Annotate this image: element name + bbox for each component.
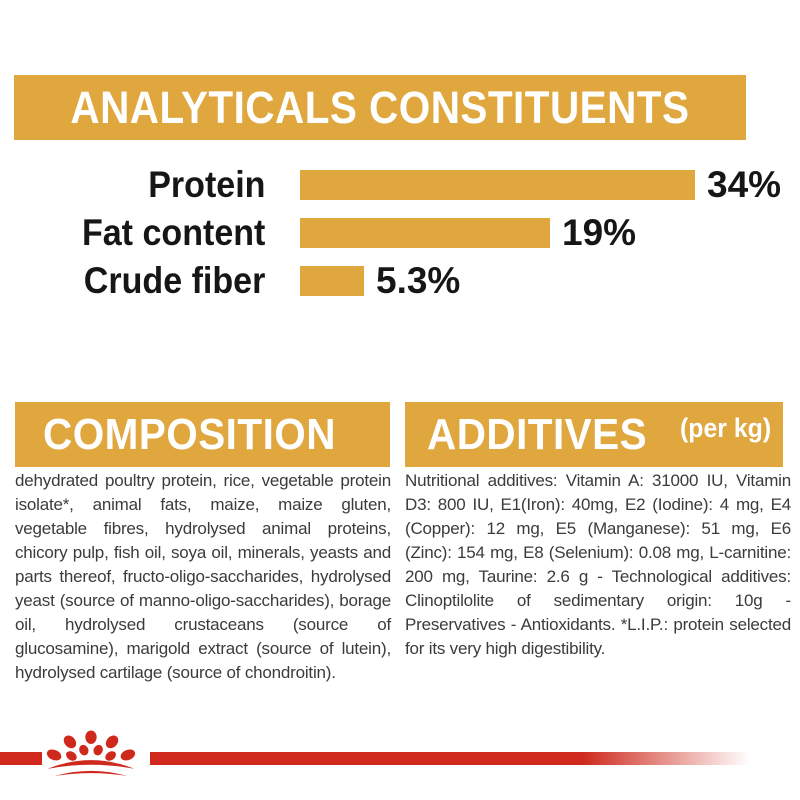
- chart-row-fat-content: Fat content 19%: [0, 209, 800, 257]
- composition-title: COMPOSITION: [43, 409, 336, 459]
- chart-bar-fat-content: [300, 218, 550, 248]
- chart-bar-protein: [300, 170, 695, 200]
- chart-bar-crude-fiber: [300, 266, 364, 296]
- composition-body: dehydrated poultry protein, rice, vegeta…: [15, 471, 391, 682]
- additives-title-per-kg: (per kg): [680, 413, 772, 443]
- chart-value-crude-fiber: 5.3%: [376, 260, 461, 301]
- footer-stripe-left: [0, 752, 42, 765]
- additives-body: Nutritional additives: Vitamin A: 31000 …: [405, 471, 791, 658]
- additives-title: ADDITIVES: [427, 409, 648, 459]
- chart-label-protein: Protein: [147, 164, 265, 205]
- additives-banner: ADDITIVES (per kg): [405, 402, 783, 467]
- chart-label-fat-content: Fat content: [81, 212, 265, 253]
- royal-canin-crown-paw-logo-icon: [44, 728, 138, 778]
- chart-value-protein: 34%: [707, 164, 782, 205]
- composition-banner: COMPOSITION: [15, 402, 390, 467]
- analytical-constituents-banner: ANALYTICALS CONSTITUENTS: [14, 75, 746, 140]
- chart-row-crude-fiber: Crude fiber 5.3%: [0, 257, 800, 305]
- chart-value-fat-content: 19%: [562, 212, 637, 253]
- footer-stripe-fading: [150, 752, 750, 765]
- chart-row-protein: Protein 34%: [0, 161, 800, 209]
- chart-label-crude-fiber: Crude fiber: [83, 260, 265, 301]
- analytical-constituents-title: ANALYTICALS CONSTITUENTS: [70, 81, 690, 133]
